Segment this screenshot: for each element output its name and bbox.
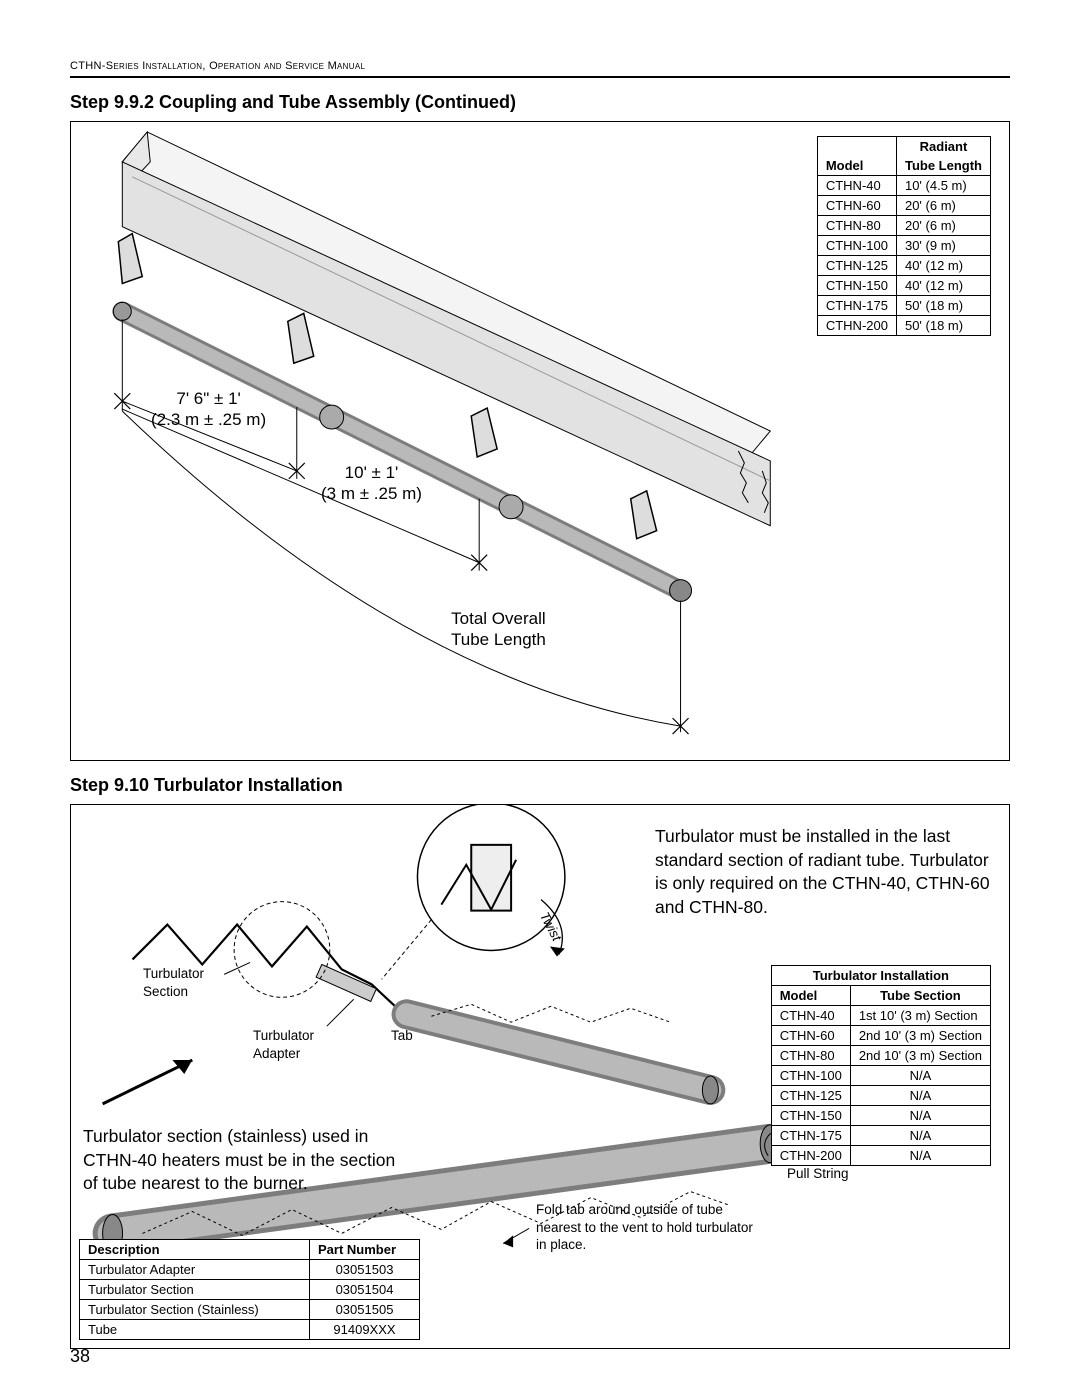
dimension-1: 7' 6" ± 1'(2.3 m ± .25 m) — [151, 388, 266, 431]
step-992-title: Step 9.9.2 Coupling and Tube Assembly (C… — [70, 92, 1010, 113]
tube-length-table: Model Radiant Tube Length CTHN-4010' (4.… — [817, 136, 991, 336]
turb-table-rows: CTHN-401st 10' (3 m) SectionCTHN-602nd 1… — [771, 1006, 990, 1166]
table-row: CTHN-150N/A — [771, 1106, 990, 1126]
table-row: CTHN-4010' (4.5 m) — [817, 176, 990, 196]
manual-header: CTHN-Series Installation, Operation and … — [70, 60, 1010, 78]
parts-col-desc: Description — [80, 1240, 310, 1260]
table-row: CTHN-125N/A — [771, 1086, 990, 1106]
table-row: CTHN-10030' (9 m) — [817, 236, 990, 256]
table-row: Tube91409XXX — [80, 1320, 420, 1340]
col-model: Model — [817, 137, 896, 176]
col-tubelen: Tube Length — [896, 156, 990, 176]
table-row: CTHN-200N/A — [771, 1146, 990, 1166]
table-row: CTHN-8020' (6 m) — [817, 216, 990, 236]
turb-col-model: Model — [771, 986, 850, 1006]
turbulator-install-table: Turbulator Installation Model Tube Secti… — [771, 965, 991, 1166]
table-row: CTHN-6020' (6 m) — [817, 196, 990, 216]
figure-turbulator: Turbulator must be installed in the last… — [70, 804, 1010, 1349]
table-row: Turbulator Section03051504 — [80, 1280, 420, 1300]
fold-tab-note: Fold tab around outside of tube nearest … — [536, 1201, 756, 1254]
figure-coupling-assembly: 7' 6" ± 1'(2.3 m ± .25 m) 10' ± 1'(3 m ±… — [70, 121, 1010, 761]
col-radiant: Radiant — [896, 137, 990, 157]
dimension-total: Total OverallTube Length — [451, 608, 546, 651]
turbulator-instruction: Turbulator must be installed in the last… — [655, 825, 995, 920]
page-number: 38 — [70, 1346, 90, 1367]
table-row: CTHN-602nd 10' (3 m) Section — [771, 1026, 990, 1046]
turbulator-section-label: TurbulatorSection — [143, 965, 204, 1000]
table-row: CTHN-401st 10' (3 m) Section — [771, 1006, 990, 1026]
tube-length-rows: CTHN-4010' (4.5 m)CTHN-6020' (6 m)CTHN-8… — [817, 176, 990, 336]
dimension-2: 10' ± 1'(3 m ± .25 m) — [321, 462, 422, 505]
table-row: CTHN-100N/A — [771, 1066, 990, 1086]
table-row: CTHN-20050' (18 m) — [817, 316, 990, 336]
tab-label: Tab — [391, 1027, 413, 1045]
table-row: Turbulator Section (Stainless)03051505 — [80, 1300, 420, 1320]
table-row: CTHN-175N/A — [771, 1126, 990, 1146]
turb-table-title: Turbulator Installation — [771, 966, 990, 986]
parts-table: Description Part Number Turbulator Adapt… — [79, 1239, 420, 1340]
stainless-note: Turbulator section (stainless) used in C… — [83, 1125, 403, 1196]
table-row: CTHN-17550' (18 m) — [817, 296, 990, 316]
table-row: CTHN-802nd 10' (3 m) Section — [771, 1046, 990, 1066]
pull-string-label: Pull String — [787, 1165, 849, 1183]
turb-col-section: Tube Section — [850, 986, 990, 1006]
parts-table-rows: Turbulator Adapter03051503Turbulator Sec… — [80, 1260, 420, 1340]
parts-col-num: Part Number — [310, 1240, 420, 1260]
turbulator-adapter-label: TurbulatorAdapter — [253, 1027, 314, 1062]
table-row: CTHN-15040' (12 m) — [817, 276, 990, 296]
step-910-title: Step 9.10 Turbulator Installation — [70, 775, 1010, 796]
table-row: Turbulator Adapter03051503 — [80, 1260, 420, 1280]
table-row: CTHN-12540' (12 m) — [817, 256, 990, 276]
